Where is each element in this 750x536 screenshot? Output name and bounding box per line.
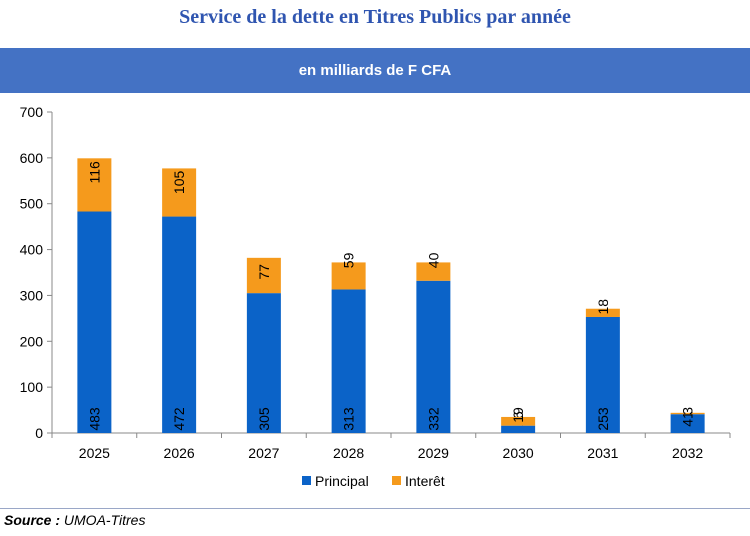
- chart-subtitle: en milliards de F CFA: [298, 62, 452, 79]
- x-tick-label: 2031: [587, 445, 618, 461]
- bar-interet: [416, 262, 451, 281]
- source-note: Source : UMOA-Titres: [4, 512, 145, 528]
- bar-principal: [670, 414, 705, 433]
- data-label: 305: [256, 407, 272, 431]
- bar-interet: [501, 416, 536, 426]
- y-tick-label: 500: [20, 196, 44, 212]
- bar-principal: [331, 289, 366, 433]
- data-label: 77: [256, 264, 272, 280]
- bar-principal: [162, 216, 197, 433]
- chart-subtitle-band: en milliards de F CFA: [0, 48, 750, 93]
- source-label: Source :: [4, 512, 61, 528]
- bar-principal: [77, 211, 112, 433]
- bar-interet: [246, 257, 281, 294]
- y-tick-label: 0: [35, 425, 43, 441]
- bar-interet: [585, 308, 620, 317]
- bar-principal: [501, 425, 536, 433]
- data-label: 59: [341, 252, 357, 268]
- legend-swatch: [302, 476, 311, 485]
- x-tick-label: 2027: [248, 445, 279, 461]
- data-label: 40: [425, 252, 441, 268]
- bar-interet: [162, 168, 197, 217]
- data-label: 3: [680, 407, 696, 415]
- chart-title: Service de la dette en Titres Publics pa…: [179, 6, 571, 28]
- y-tick-label: 400: [20, 242, 44, 258]
- legend-label: Principal: [315, 473, 369, 489]
- legend-swatch: [392, 476, 401, 485]
- data-label: 332: [425, 407, 441, 431]
- bar-interet: [670, 412, 705, 415]
- data-label: 18: [595, 299, 611, 315]
- bar-interet: [331, 262, 366, 290]
- footer-divider: [0, 508, 750, 509]
- y-tick-label: 600: [20, 150, 44, 166]
- legend-label: Interêt: [405, 473, 445, 489]
- data-label: 19: [510, 407, 526, 423]
- data-label: 253: [595, 407, 611, 431]
- data-label: 472: [171, 407, 187, 431]
- x-tick-label: 2029: [418, 445, 449, 461]
- bar-interet: [77, 158, 112, 212]
- bar-principal: [416, 280, 451, 433]
- x-tick-label: 2025: [79, 445, 110, 461]
- y-tick-label: 200: [20, 333, 44, 349]
- x-tick-label: 2028: [333, 445, 364, 461]
- y-tick-label: 100: [20, 379, 44, 395]
- data-label: 116: [86, 161, 102, 184]
- x-tick-label: 2026: [164, 445, 195, 461]
- x-tick-label: 2032: [672, 445, 703, 461]
- x-tick-label: 2030: [503, 445, 534, 461]
- y-tick-label: 300: [20, 287, 44, 303]
- data-label: 313: [341, 407, 357, 431]
- data-label: 483: [86, 407, 102, 431]
- bar-principal: [246, 293, 281, 433]
- source-value: UMOA-Titres: [63, 512, 146, 528]
- data-label: 41: [680, 411, 696, 427]
- y-tick-label: 700: [20, 104, 44, 120]
- bar-principal: [585, 316, 620, 433]
- data-label: 105: [171, 171, 187, 195]
- stacked-bar-chart: 0 100 200 300 400 500 600 700 483 116 2025 472 105 20…: [20, 104, 731, 489]
